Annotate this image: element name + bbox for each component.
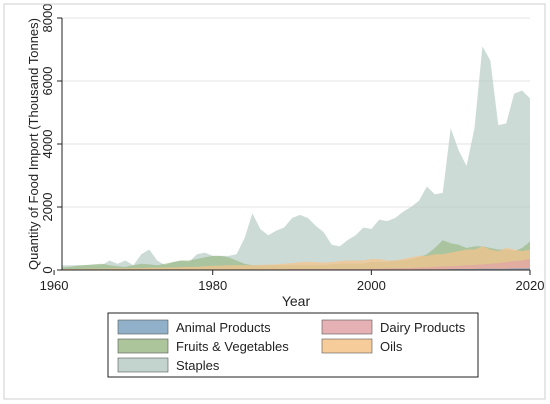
legend-swatch-fruits-vegetables — [117, 338, 169, 354]
area-oils — [62, 246, 530, 270]
x-tick-label-2020: 2020 — [516, 278, 545, 293]
legend-label-staples: Staples — [176, 358, 220, 373]
x-tick-label-1960: 1960 — [40, 278, 69, 293]
y-axis-title: Quantity of Food Import (Thousand Tonnes… — [26, 18, 41, 270]
y-tick-label-6000: 6000 — [40, 67, 55, 96]
legend-swatch-staples — [117, 357, 169, 373]
legend-label-animal-products: Animal Products — [176, 320, 271, 335]
y-tick-label-4000: 4000 — [40, 130, 55, 159]
legend-label-dairy-products: Dairy Products — [380, 320, 466, 335]
legend-swatch-animal-products — [117, 319, 169, 335]
legend-label-oils: Oils — [380, 339, 403, 354]
legend-swatch-oils — [321, 338, 373, 354]
legend-swatch-dairy-products — [321, 319, 373, 335]
axes: 0 2000 4000 6000 8000 1960 1980 2000 2020 Year Qua… — [26, 4, 544, 309]
y-tick-label-2000: 2000 — [40, 193, 55, 222]
x-axis-title: Year — [282, 293, 311, 309]
outer-frame — [3, 3, 546, 400]
legend: Animal Products Dairy Products Fruits & Ve… — [107, 312, 479, 378]
legend-box — [107, 312, 479, 378]
area-staples — [62, 46, 530, 270]
y-tick-label-0: 0 — [40, 266, 55, 273]
legend-label-fruits-vegetables: Fruits & Vegetables — [176, 339, 289, 354]
y-tick-label-8000: 8000 — [40, 4, 55, 33]
x-tick-label-1980: 1980 — [198, 278, 227, 293]
x-tick-label-2000: 2000 — [357, 278, 386, 293]
